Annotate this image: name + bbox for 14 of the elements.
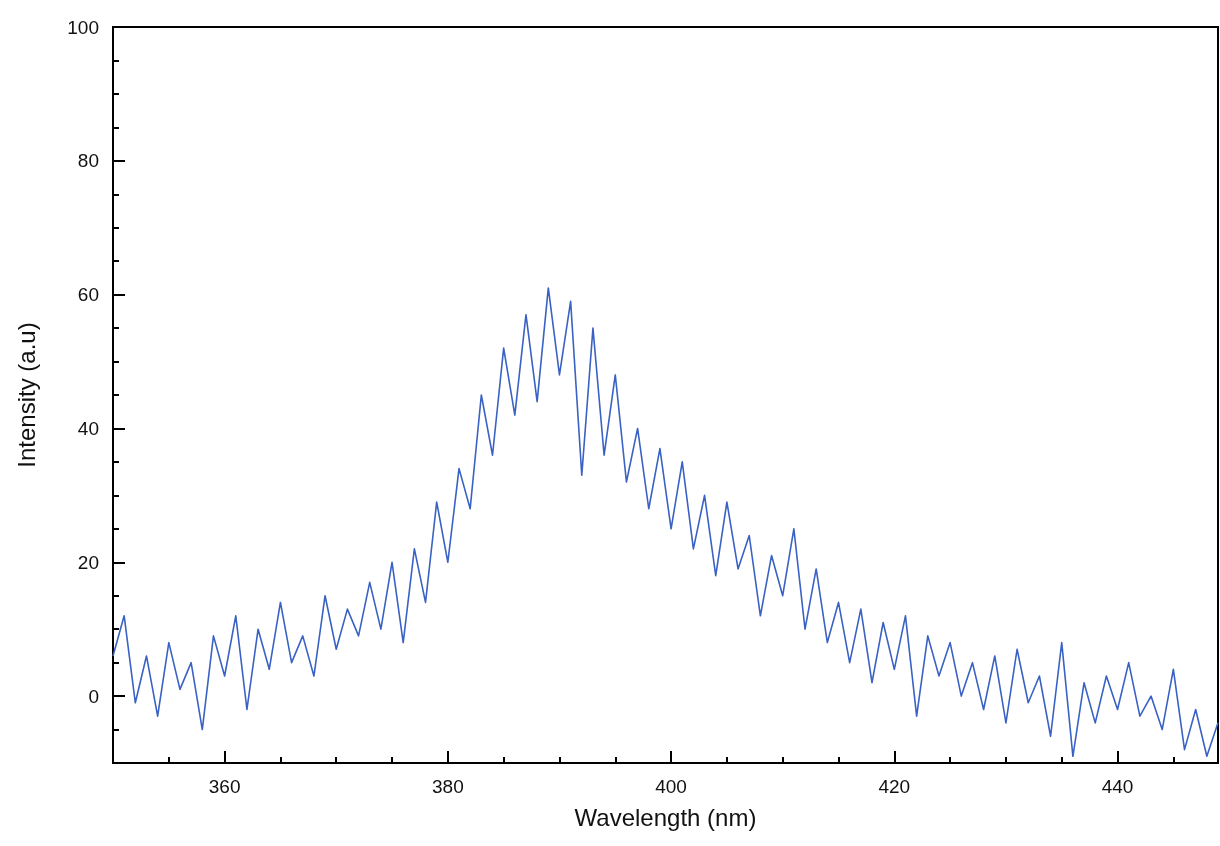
x-axis-title: Wavelength (nm)	[574, 803, 757, 831]
y-axis-title: Intensity (a.u)	[12, 322, 40, 468]
y-tick-label: 80	[77, 150, 99, 172]
x-tick-label: 440	[1101, 776, 1134, 797]
x-tick-label: 360	[208, 776, 241, 797]
y-tick-label: 0	[88, 685, 99, 707]
x-tick-label: 400	[655, 776, 687, 797]
x-tick-label: 420	[878, 776, 911, 797]
x-tick-label: 380	[432, 776, 464, 797]
y-tick-label: 100	[67, 16, 99, 38]
line-series	[112, 287, 1219, 758]
y-tick-label: 60	[77, 284, 99, 306]
y-tick-label: 40	[77, 417, 99, 439]
y-tick-label: 20	[77, 551, 99, 573]
